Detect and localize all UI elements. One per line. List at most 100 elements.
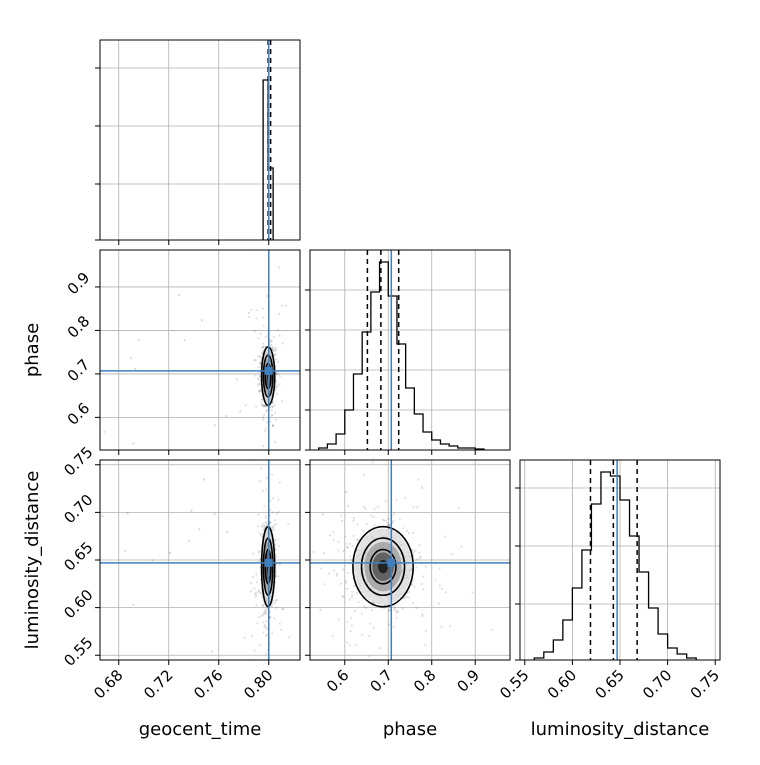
sample-point	[257, 355, 260, 358]
x-tick-label: 0.80	[240, 666, 276, 702]
sample-point	[275, 606, 278, 610]
sample-point	[383, 519, 386, 522]
x-axis-label-geocent-time: geocent_time	[139, 719, 262, 740]
sample-point	[262, 631, 265, 634]
sample-point	[346, 571, 349, 575]
outlier-point	[225, 530, 229, 534]
sample-point	[395, 616, 398, 620]
sample-point	[262, 405, 265, 408]
sample-point	[250, 582, 253, 585]
sample-point	[437, 602, 440, 605]
panel-content	[275, 434, 510, 673]
sample-point	[261, 532, 264, 535]
sample-point	[250, 308, 253, 311]
sample-point	[260, 401, 263, 404]
sample-point	[259, 644, 262, 647]
sample-point	[369, 622, 372, 625]
sample-point	[271, 425, 274, 428]
sample-point	[259, 534, 262, 537]
sample-point	[418, 551, 421, 555]
sample-point	[265, 652, 268, 655]
sample-point	[403, 496, 406, 499]
sample-point	[275, 611, 277, 613]
outlier-point	[129, 357, 132, 360]
sample-point	[249, 590, 253, 593]
y-tick-label: 0.8	[64, 312, 94, 342]
sample-point	[265, 612, 268, 616]
sample-point	[278, 481, 281, 484]
sample-point	[257, 590, 260, 593]
sample-point	[257, 525, 260, 528]
sample-point	[392, 519, 395, 522]
sample-point	[418, 544, 421, 547]
sample-point	[327, 572, 330, 575]
sample-point	[402, 527, 405, 530]
sample-point	[412, 551, 415, 554]
panel-phase-hist	[305, 249, 511, 455]
sample-point	[257, 513, 260, 516]
sample-point	[274, 519, 277, 522]
sample-point	[355, 591, 359, 595]
sample-point	[304, 555, 306, 557]
sample-point	[351, 590, 354, 594]
sample-point	[271, 405, 274, 409]
sample-point	[273, 538, 277, 541]
sample-point	[278, 383, 281, 386]
sample-point	[396, 610, 399, 613]
sample-point	[263, 404, 266, 407]
sample-point	[332, 569, 335, 572]
sample-point	[353, 609, 357, 612]
sample-point	[372, 515, 375, 519]
sample-point	[265, 628, 268, 631]
sample-point	[274, 353, 277, 356]
sample-point	[384, 500, 388, 503]
sample-point	[373, 524, 376, 527]
sample-point	[281, 607, 284, 611]
sample-point	[362, 506, 365, 509]
sample-point	[265, 410, 268, 413]
sample-point	[272, 497, 275, 500]
sample-point	[266, 409, 269, 412]
sample-point	[255, 317, 258, 320]
sample-point	[367, 634, 371, 638]
sample-point	[274, 599, 277, 602]
sample-point	[346, 641, 349, 644]
truth-marker	[264, 366, 273, 375]
sample-point	[261, 404, 264, 407]
sample-point	[273, 349, 276, 352]
sample-point	[262, 349, 265, 352]
sample-point	[350, 616, 353, 619]
contour-0	[369, 548, 397, 585]
y-tick-label: 0.75	[60, 443, 96, 479]
sample-point	[258, 383, 262, 386]
outlier-point	[323, 434, 325, 436]
sample-point	[259, 389, 262, 392]
sample-point	[276, 360, 279, 363]
sample-point	[262, 345, 265, 348]
sample-point	[393, 608, 396, 612]
sample-point	[277, 538, 280, 541]
outlier-point	[103, 430, 106, 433]
sample-point	[365, 606, 368, 609]
sample-point	[271, 401, 274, 404]
sample-point	[265, 625, 268, 629]
sample-point	[277, 498, 280, 501]
truth-marker	[264, 558, 273, 567]
sample-point	[261, 307, 264, 310]
sample-point	[393, 512, 396, 515]
sample-point	[411, 531, 415, 535]
sample-point	[440, 587, 444, 591]
sample-point	[280, 628, 283, 632]
sample-point	[407, 590, 410, 594]
sample-point	[337, 549, 340, 552]
sample-point	[275, 348, 278, 351]
sample-point	[416, 558, 419, 561]
sample-point	[271, 346, 274, 349]
x-tick-label: 0.72	[140, 666, 176, 702]
sample-point	[264, 521, 267, 524]
sample-point	[256, 622, 259, 625]
sample-point	[405, 671, 407, 673]
outlier-point	[340, 582, 343, 585]
outlier-point	[341, 595, 344, 598]
sample-point	[278, 266, 281, 269]
